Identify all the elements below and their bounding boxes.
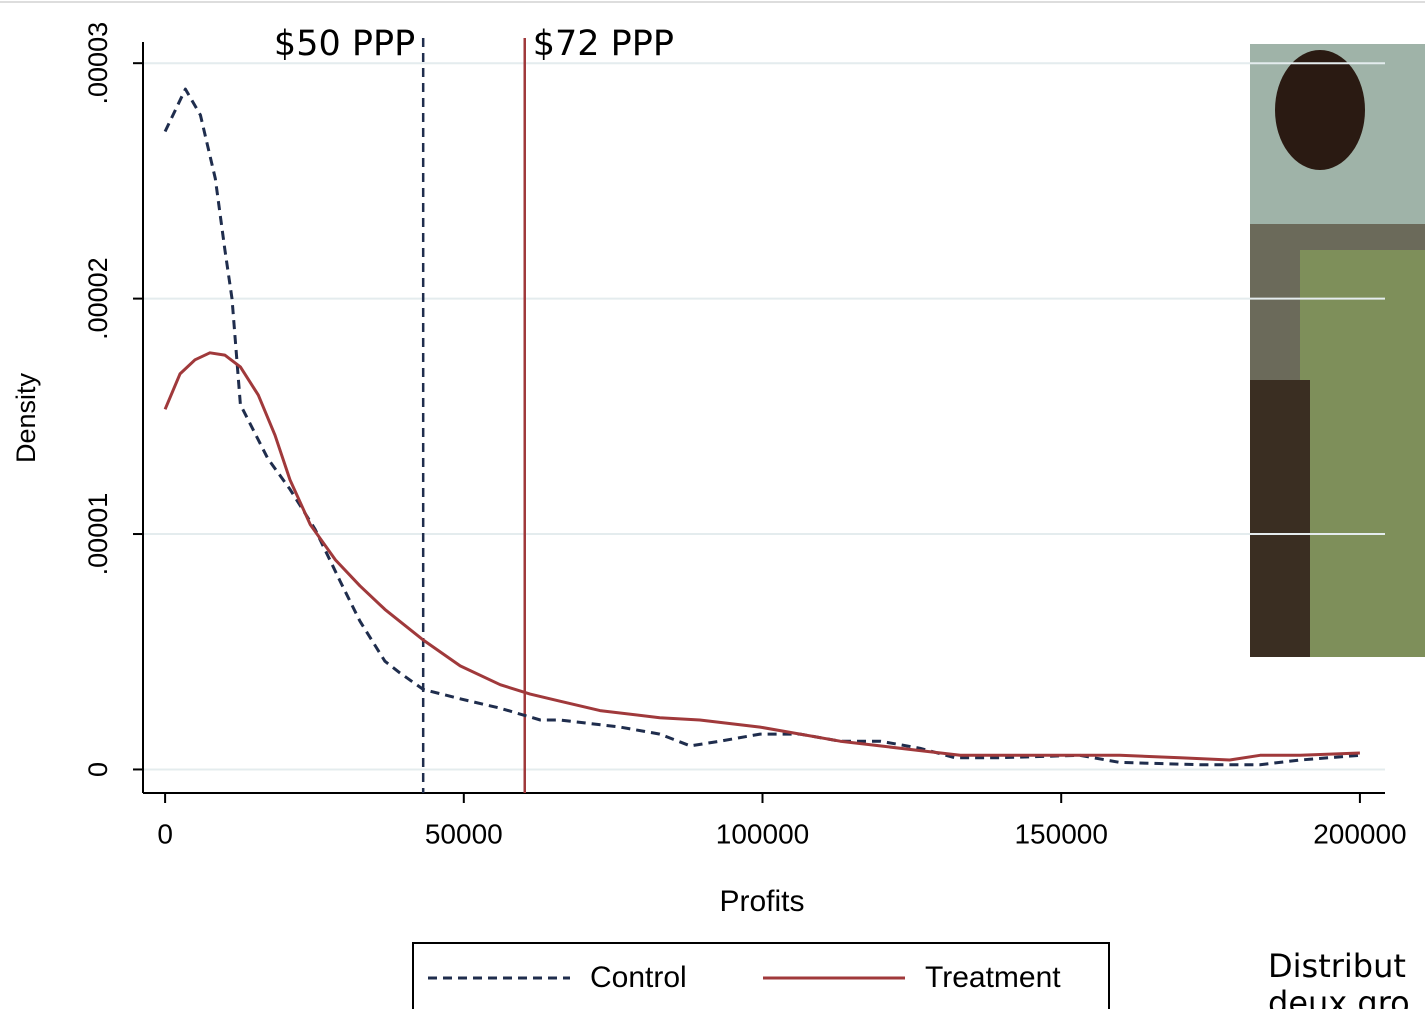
- reference-label: $72 PPP: [533, 24, 674, 64]
- reference-label: $50 PPP: [274, 24, 415, 64]
- x-tick-label: 50000: [425, 818, 503, 849]
- photo: [1250, 44, 1425, 657]
- data-line: [163, 351, 1360, 762]
- y-tick-label: 0: [83, 762, 113, 777]
- x-tick-label: 0: [157, 818, 173, 849]
- x-tick-label: 150000: [1014, 818, 1107, 849]
- legend-label: Control: [590, 961, 687, 994]
- x-tick-label: 100000: [716, 818, 809, 849]
- legend-box: [412, 942, 1110, 1009]
- plot: 0 .00001 .00002 .00003 0 50000 100000 150000 200…: [83, 22, 1407, 1009]
- side-text: deux gro: [1268, 984, 1410, 1009]
- x-axis-title: Profits: [719, 885, 804, 918]
- legend-label: Treatment: [925, 961, 1061, 994]
- y-tick-label: .00002: [83, 257, 113, 340]
- data-line: [163, 87, 1361, 767]
- x-tick-label: 200000: [1313, 818, 1406, 849]
- side-text: Distribut: [1268, 947, 1406, 985]
- y-tick-label: .00003: [83, 22, 113, 105]
- y-axis-title: Density: [11, 372, 41, 463]
- y-tick-label: .00001: [83, 493, 113, 576]
